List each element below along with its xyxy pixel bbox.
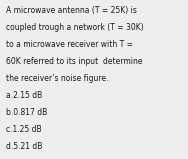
Text: A microwave antenna (T = 25K) is: A microwave antenna (T = 25K) is [6,6,136,15]
Text: coupled trough a network (T = 30K): coupled trough a network (T = 30K) [6,23,143,32]
Text: d.5.21 dB: d.5.21 dB [6,142,42,152]
Text: the receiver’s noise figure.: the receiver’s noise figure. [6,74,108,83]
Text: c.1.25 dB: c.1.25 dB [6,125,41,135]
Text: to a microwave receiver with T =: to a microwave receiver with T = [6,40,133,49]
Text: b.0.817 dB: b.0.817 dB [6,108,47,118]
Text: 60K referred to its input  determine: 60K referred to its input determine [6,57,142,66]
Text: a.2.15 dB: a.2.15 dB [6,91,42,100]
